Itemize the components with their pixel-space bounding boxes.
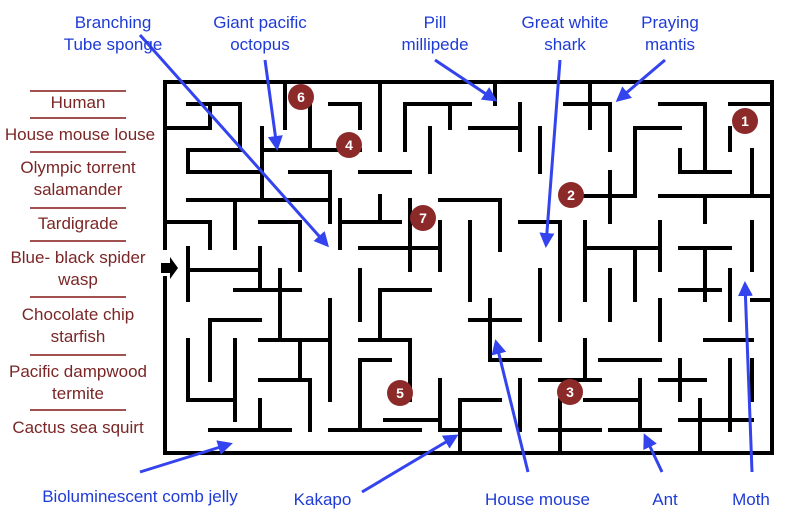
label-praying-mantis: Praying mantis [641,13,699,54]
separator [30,151,126,153]
label-house-mouse-louse: House mouse louse [4,125,156,144]
label-chocolate-chip-starfish: Chocolate chip starfish [21,305,135,346]
separator [30,409,126,411]
separator [30,296,126,298]
maze-walls [163,80,774,455]
badge-5: 5 [387,380,413,406]
label-cactus-sea-squirt: Cactus sea squirt [12,418,144,437]
separator [30,207,126,209]
label-pacific-dampwood-termite: Pacific dampwood termite [9,362,147,403]
label-bioluminescent-comb-jelly: Bioluminescent comb jelly [42,487,238,506]
badge-7: 7 [410,205,436,231]
label-great-white-shark: Great white shark [521,13,609,54]
label-blue-black-spider-wasp: Blue- black spider wasp [10,248,146,289]
badge-3: 3 [557,379,583,405]
label-ant: Ant [652,490,678,509]
label-branching-tube-sponge: Branching Tube sponge [63,13,163,54]
separator [30,90,126,92]
label-house-mouse: House mouse [485,490,590,509]
separator [30,354,126,356]
label-kakapo: Kakapo [293,490,352,509]
badge-1: 1 [732,108,758,134]
badge-4: 4 [336,132,362,158]
label-giant-pacific-octopus: Giant pacific octopus [213,13,307,54]
start-arrow [161,257,178,279]
label-pill-millipede: Pill millipede [401,13,469,54]
label-moth: Moth [732,490,770,509]
separator [30,117,126,119]
pointer-arrows [138,34,754,494]
label-tardigrade: Tardigrade [37,214,119,233]
badge-2: 2 [558,182,584,208]
badge-6: 6 [288,84,314,110]
label-olympic-torrent-salamander: Olympic torrent salamander [20,158,136,199]
separator [30,240,126,242]
label-human: Human [50,93,106,112]
